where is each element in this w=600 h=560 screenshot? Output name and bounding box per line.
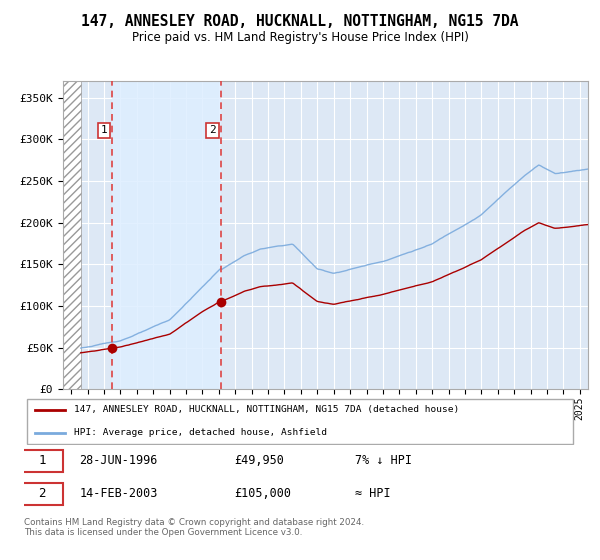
Text: 14-FEB-2003: 14-FEB-2003 xyxy=(79,487,158,501)
Text: 7% ↓ HPI: 7% ↓ HPI xyxy=(355,454,412,468)
Text: 1: 1 xyxy=(100,125,107,136)
FancyBboxPatch shape xyxy=(21,450,62,472)
Text: 2: 2 xyxy=(38,487,46,501)
FancyBboxPatch shape xyxy=(21,483,62,505)
Bar xyxy=(112,81,221,389)
Text: £105,000: £105,000 xyxy=(234,487,291,501)
Text: 1: 1 xyxy=(38,454,46,468)
Text: Contains HM Land Registry data © Crown copyright and database right 2024.
This d: Contains HM Land Registry data © Crown c… xyxy=(24,518,364,538)
Text: 147, ANNESLEY ROAD, HUCKNALL, NOTTINGHAM, NG15 7DA (detached house): 147, ANNESLEY ROAD, HUCKNALL, NOTTINGHAM… xyxy=(74,405,459,414)
Text: 147, ANNESLEY ROAD, HUCKNALL, NOTTINGHAM, NG15 7DA: 147, ANNESLEY ROAD, HUCKNALL, NOTTINGHAM… xyxy=(81,14,519,29)
FancyBboxPatch shape xyxy=(27,399,573,444)
Text: HPI: Average price, detached house, Ashfield: HPI: Average price, detached house, Ashf… xyxy=(74,428,326,437)
Text: ≈ HPI: ≈ HPI xyxy=(355,487,391,501)
Bar xyxy=(63,81,81,389)
Text: 28-JUN-1996: 28-JUN-1996 xyxy=(79,454,158,468)
Text: Price paid vs. HM Land Registry's House Price Index (HPI): Price paid vs. HM Land Registry's House … xyxy=(131,31,469,44)
Text: £49,950: £49,950 xyxy=(234,454,284,468)
Text: 2: 2 xyxy=(209,125,216,136)
